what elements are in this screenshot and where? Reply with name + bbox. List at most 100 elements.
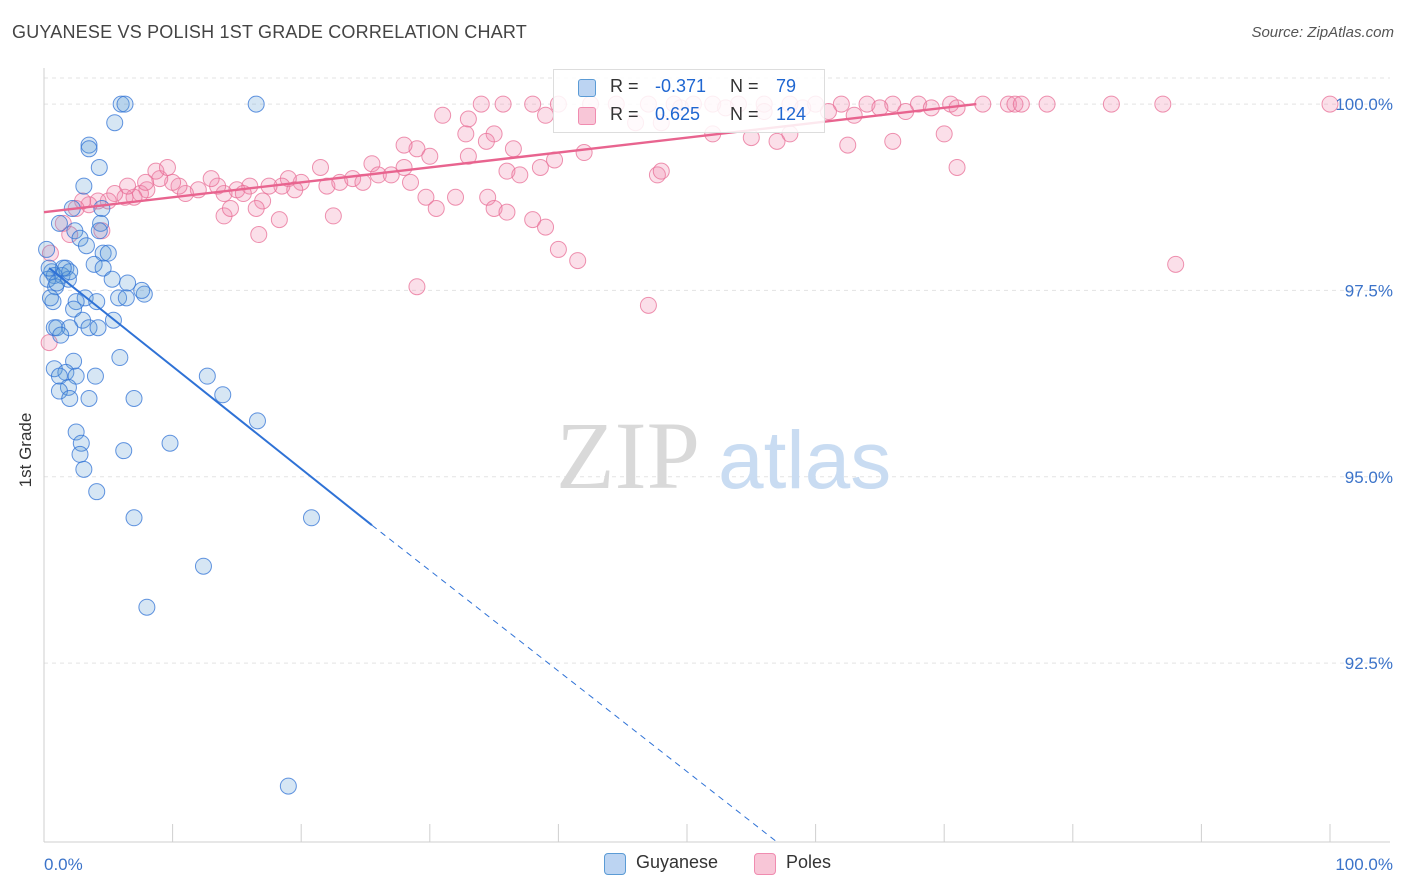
data-point-guyanese (77, 237, 95, 255)
legend-swatch-poles (578, 107, 596, 125)
data-point-poles (137, 173, 155, 191)
legend-n-label: N = (730, 104, 759, 124)
data-point-guyanese (302, 509, 320, 527)
data-point-guyanese (279, 777, 297, 795)
data-point-poles (839, 136, 857, 154)
data-point-poles (948, 158, 966, 176)
data-point-poles (511, 166, 529, 184)
data-point-poles (459, 110, 477, 128)
data-point-poles (344, 170, 362, 188)
data-point-guyanese (125, 390, 143, 408)
data-point-poles (395, 158, 413, 176)
data-point-guyanese (80, 136, 98, 154)
y-tick-label: 97.5% (1345, 281, 1393, 300)
data-point-guyanese (248, 412, 266, 430)
bottom-legend-guyanese: Guyanese (636, 852, 719, 872)
data-point-guyanese (80, 140, 98, 158)
watermark: ZIP atlas (556, 402, 891, 509)
y-tick-label: 95.0% (1345, 468, 1393, 487)
data-point-poles (472, 95, 490, 113)
trend-line-poles (43, 102, 977, 214)
legend-n-value: 124 (776, 104, 807, 124)
source-label: Source: ZipAtlas.com (1251, 24, 1394, 41)
data-point-poles (884, 132, 902, 150)
data-point-poles (504, 140, 522, 158)
data-point-guyanese (75, 460, 93, 478)
gridlines (44, 77, 1390, 664)
legend-n-value: 79 (776, 76, 797, 96)
data-point-guyanese (119, 274, 137, 292)
data-point-poles (768, 132, 786, 150)
data-point-guyanese (89, 319, 107, 337)
data-point-poles (531, 158, 549, 176)
data-point-guyanese (65, 300, 83, 318)
data-point-guyanese (54, 259, 72, 277)
y-tick-label: 92.5% (1345, 654, 1393, 673)
data-point-guyanese (99, 244, 117, 262)
data-point-poles (270, 211, 288, 229)
data-point-guyanese (103, 270, 121, 288)
y-tick-label: 100.0% (1335, 95, 1393, 114)
data-point-poles (427, 199, 445, 217)
data-point-guyanese (93, 199, 111, 217)
axes (43, 68, 1390, 843)
data-point-poles (202, 170, 220, 188)
data-point-poles (434, 106, 452, 124)
data-point-poles (119, 177, 137, 195)
data-point-poles (935, 125, 953, 143)
data-point-poles (549, 240, 567, 258)
data-point-poles (537, 106, 555, 124)
chart-title: GUYANESE VS POLISH 1ST GRADE CORRELATION… (12, 22, 527, 42)
data-point-poles (858, 95, 876, 113)
series-poles (40, 95, 1339, 352)
data-point-poles (1167, 255, 1185, 273)
data-point-guyanese (138, 598, 156, 616)
data-point-poles (498, 203, 516, 221)
data-point-poles (477, 132, 495, 150)
data-point-guyanese (88, 483, 106, 501)
data-point-guyanese (71, 445, 89, 463)
data-point-poles (250, 226, 268, 244)
data-point-poles (832, 95, 850, 113)
data-point-guyanese (116, 95, 134, 113)
legend-n-label: N = (730, 76, 759, 96)
data-point-poles (1154, 95, 1172, 113)
data-point-poles (1000, 95, 1017, 113)
tick-labels: 92.5% 95.0% 97.5% 100.0% 0.0% 100.0% (44, 95, 1393, 874)
data-point-poles (498, 162, 516, 180)
data-point-poles (485, 199, 503, 217)
data-point-guyanese (90, 158, 108, 176)
data-point-guyanese (50, 214, 68, 232)
data-point-poles (408, 278, 426, 296)
data-point-guyanese (125, 509, 143, 527)
data-point-guyanese (50, 367, 68, 385)
bottom-legend-poles: Poles (786, 852, 832, 872)
data-point-guyanese (75, 177, 93, 195)
data-point-poles (1012, 95, 1030, 113)
data-point-poles (324, 207, 342, 225)
data-point-guyanese (41, 289, 59, 307)
data-point-poles (569, 252, 587, 270)
data-point-guyanese (90, 222, 108, 240)
data-point-guyanese (214, 386, 232, 404)
data-point-guyanese (48, 274, 66, 292)
data-point-poles (247, 199, 265, 217)
data-point-poles (459, 147, 477, 165)
data-point-poles (421, 147, 439, 165)
data-point-poles (537, 218, 555, 236)
data-point-guyanese (85, 255, 103, 273)
bottom-legend-swatch-guyanese (604, 853, 626, 875)
data-point-poles (311, 158, 329, 176)
data-point-guyanese (106, 114, 124, 132)
data-point-guyanese (112, 95, 130, 113)
data-point-poles (1038, 95, 1056, 113)
data-point-guyanese (52, 326, 70, 344)
data-point-guyanese (198, 367, 216, 385)
watermark-atlas: atlas (718, 415, 891, 506)
data-point-poles (417, 188, 435, 206)
data-point-guyanese (88, 293, 106, 311)
data-point-guyanese (111, 349, 129, 367)
data-point-poles (395, 136, 413, 154)
watermark-zip: ZIP (556, 402, 700, 509)
